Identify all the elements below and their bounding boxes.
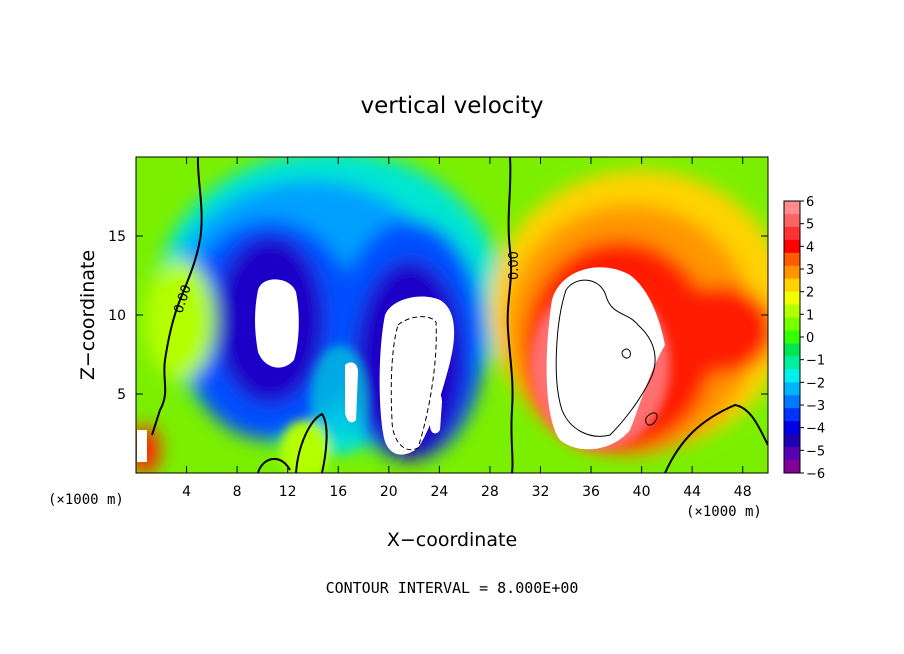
colorbar-tick-label: −3 [806, 399, 825, 414]
colorbar-tick-label: 0 [806, 331, 814, 346]
colorbar-tick-label: 3 [806, 263, 814, 278]
heatmap-field [136, 157, 768, 473]
x-tick-label: 40 [633, 484, 651, 500]
colorbar-tick-label: −6 [806, 467, 825, 482]
x-axis-label: X−coordinate [387, 529, 517, 551]
colorbar-swatch [784, 369, 800, 383]
colorbar-tick-label: −2 [806, 376, 825, 391]
colorbar-swatch [784, 304, 800, 319]
colorbar-tick-label: 2 [806, 286, 814, 301]
colorbar-swatch [784, 278, 800, 293]
colorbar-swatch [784, 434, 800, 448]
colorbar-swatch [784, 330, 800, 344]
y-tick-label: 5 [117, 387, 126, 403]
x-tick-label: 4 [182, 484, 191, 500]
zero-contour-right [506, 157, 514, 473]
colorbar-swatch [784, 201, 800, 215]
colorbar-swatch [784, 395, 800, 409]
y-tick-label: 15 [108, 229, 126, 245]
y-axis-label: Z−coordinate [77, 250, 99, 380]
colorbar-tick-label: −1 [806, 354, 825, 369]
colorbar-tick-label: 1 [806, 308, 814, 323]
x-tick-label: 24 [430, 484, 448, 500]
x-unit-label-left: (×1000 m) [48, 492, 124, 508]
colorbar-swatch [784, 356, 800, 370]
x-tick-label: 28 [481, 484, 499, 500]
x-tick-label: 12 [279, 484, 297, 500]
chart-title: vertical velocity [361, 93, 544, 119]
colorbar-swatch [784, 421, 800, 435]
x-tick-label: 16 [329, 484, 347, 500]
colorbar-tick-label: −4 [806, 422, 825, 437]
colorbar-swatch [784, 317, 800, 332]
colorbar-swatch [784, 265, 800, 280]
contour-interval-note: CONTOUR INTERVAL = 8.000E+00 [326, 579, 579, 597]
x-tick-label: 32 [532, 484, 550, 500]
colorbar-swatch [784, 447, 800, 461]
colorbar-swatch [784, 460, 800, 474]
colorbar-swatch [784, 291, 800, 306]
colorbar-tick-label: 6 [806, 195, 814, 210]
x-tick-label: 48 [734, 484, 752, 500]
colorbar-swatch [784, 252, 800, 267]
x-tick-label: 20 [380, 484, 398, 500]
contour-positive-inner [555, 279, 656, 437]
colorbar-tick-label: 4 [806, 240, 814, 255]
y-axis-ticks: 5 10 15 [108, 229, 768, 403]
x-tick-label: 8 [233, 484, 242, 500]
contour-negative-inner [390, 316, 437, 451]
x-tick-label: 44 [683, 484, 701, 500]
colorbar-swatch [784, 343, 800, 357]
y-tick-label: 10 [108, 308, 126, 324]
colorbar-swatch [784, 226, 800, 241]
colorbar-swatch [784, 239, 800, 254]
zero-contour-bottom-right [664, 403, 768, 473]
colorbar-tick-label: −5 [806, 444, 825, 459]
x-axis-ticks: 4 8 12 16 20 24 28 32 36 40 44 48 [182, 157, 752, 500]
contour-positive-small [621, 348, 658, 426]
colorbar-swatch [784, 408, 800, 422]
contour-label-right: 0.00 [507, 251, 522, 280]
contour-lines [151, 157, 768, 473]
zero-contour-left [151, 157, 203, 436]
colorbar-swatch [784, 382, 800, 396]
colorbar-tick-label: 5 [806, 218, 814, 233]
colorbar-swatch [784, 213, 800, 228]
x-tick-label: 36 [582, 484, 600, 500]
colorbar: 6 5 4 3 2 1 0 −1 −2 −3 −4 −5 −6 [783, 195, 825, 482]
x-unit-label-right: (×1000 m) [686, 504, 762, 520]
